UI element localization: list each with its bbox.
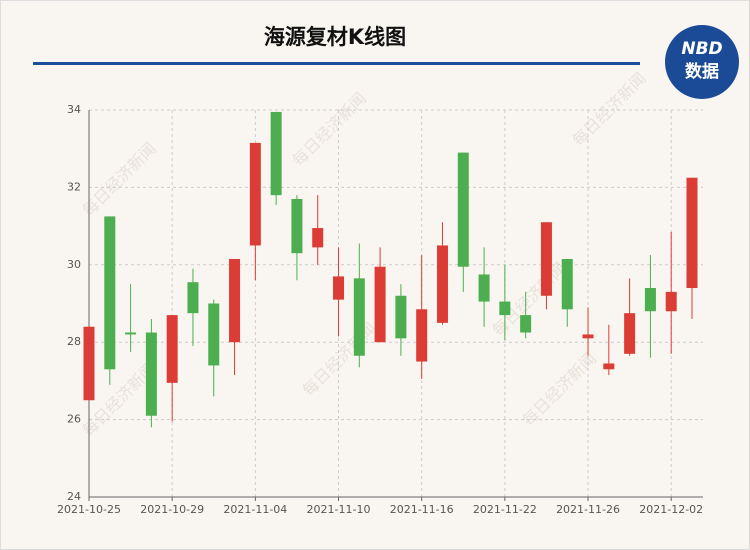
candle-body (187, 282, 199, 314)
candle-body (312, 228, 324, 248)
candle-body (229, 258, 241, 343)
title-rule (33, 62, 640, 65)
y-tick-label: 24 (67, 490, 81, 503)
candle-body (374, 266, 386, 343)
candle-body (249, 142, 261, 246)
candle-body (125, 332, 137, 335)
logo (665, 25, 739, 99)
x-tick-label: 2021-11-04 (223, 503, 287, 516)
x-tick-label: 2021-11-16 (390, 503, 454, 516)
candle-body (416, 309, 428, 362)
x-tick-label: 2021-10-29 (140, 503, 204, 516)
x-tick-label: 2021-10-25 (57, 503, 121, 516)
candle-body (644, 288, 656, 312)
logo-bottom: 数据 (685, 61, 719, 82)
candle-body (104, 216, 116, 370)
candle-body (166, 315, 178, 383)
candle-body (353, 278, 365, 356)
candle-body (333, 276, 345, 300)
candle-body (291, 199, 303, 254)
candle-body (520, 315, 532, 333)
x-tick-label: 2021-11-10 (307, 503, 371, 516)
candle-body (208, 303, 220, 366)
candle-body (665, 291, 677, 312)
candle-body (499, 301, 511, 316)
candle-body (540, 222, 552, 296)
x-tick-label: 2021-12-02 (639, 503, 703, 516)
candle-body (145, 332, 157, 416)
logo-top: NBD (681, 39, 722, 59)
candle-body (83, 326, 95, 401)
candle-body (457, 152, 469, 267)
chart-title: 海源复材K线图 (264, 25, 406, 49)
candle-body (603, 363, 615, 370)
candle-body (686, 177, 698, 289)
candle-body (478, 274, 490, 302)
y-tick-label: 32 (67, 180, 81, 193)
x-tick-label: 2021-11-26 (556, 503, 620, 516)
candle-body (624, 313, 636, 354)
y-tick-label: 26 (67, 413, 81, 426)
x-tick-label: 2021-11-22 (473, 503, 537, 516)
candle-body (270, 111, 282, 196)
y-tick-label: 30 (67, 258, 81, 271)
candle-body (436, 245, 448, 323)
candle-body (395, 295, 407, 339)
y-tick-label: 34 (67, 103, 81, 116)
candle-body (561, 258, 573, 310)
candle-body (582, 334, 594, 339)
y-tick-label: 28 (67, 335, 81, 348)
